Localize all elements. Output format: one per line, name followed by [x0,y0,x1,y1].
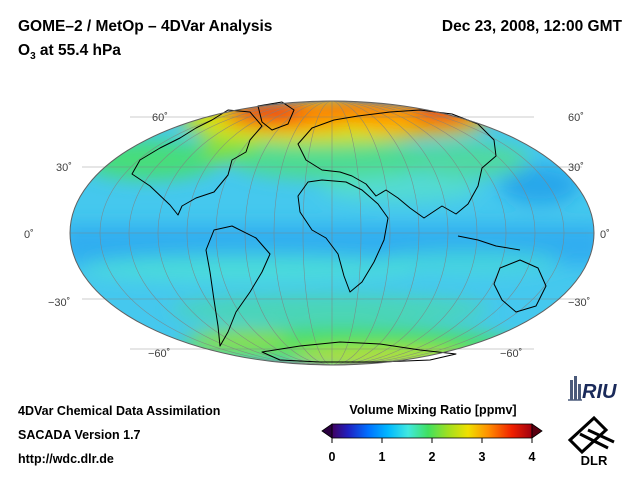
analysis-datetime: Dec 23, 2008, 12:00 GMT [441,18,622,35]
colorbar-tick-label: 0 [328,450,336,464]
coastline-europe-asia [297,109,497,219]
coastline-antarctica [261,341,457,363]
riu-logo-text: RIU [582,381,617,403]
footer-version-label: SACADA Version 1.7 [18,428,141,442]
colorbar-high-arrow [531,423,543,439]
lat-minus-60-label-right: −60˚ [500,348,522,360]
coastline-south-america [205,225,271,347]
lat-minus-30-label-left: −30˚ [48,297,70,309]
footer-url-link[interactable]: http://wdc.dlr.de [18,452,114,466]
map-title: GOME–2 / MetOp – 4DVar Analysis [18,18,273,35]
colorbar-tick-label: 1 [378,450,386,464]
lat-minus-60-label-left: −60˚ [148,348,170,360]
colorbar-tick-marks [331,438,533,443]
lat-60-label-left: 60˚ [152,112,168,124]
species-level-label: O3 at 55.4 hPa [18,42,121,62]
coastline-indonesia [457,235,521,251]
colorbar-title: Volume Mixing Ratio [ppmv] [349,403,517,417]
lat-minus-30-label-right: −30˚ [568,297,590,309]
lat-30-label-left: 30˚ [56,162,72,174]
coastline-australia [493,259,547,313]
dlr-logo-mark [567,415,615,455]
species-subscript: 3 [30,51,36,63]
lat-30-label-right: 30˚ [568,162,584,174]
ozone-field [70,101,594,365]
coastline-greenland [257,101,295,131]
lat-0-label-left: 0˚ [24,229,34,241]
species-name: O [18,42,31,59]
coastline-north-america [131,109,263,216]
colorbar-tick-label: 2 [428,450,436,464]
lat-0-label-right: 0˚ [600,229,610,241]
colorbar-ramp [331,423,533,439]
coastline-africa [297,179,389,293]
footer-assimilation-label: 4DVar Chemical Data Assimilation [18,404,221,418]
pressure-level: at 55.4 hPa [35,42,121,59]
colorbar-low-arrow [321,423,333,439]
colorbar [321,423,543,443]
colorbar-tick-label: 3 [478,450,486,464]
latitude-labels: 60˚ 60˚ 30˚ 30˚ 0˚ 0˚ −30˚ −30˚ −60˚ −60… [24,112,610,360]
dlr-logo: DLR [567,415,615,468]
lat-60-label-right: 60˚ [568,112,584,124]
globe-outline [69,100,595,366]
coastlines [131,101,547,363]
colorbar-tick-label: 4 [528,450,536,464]
dlr-logo-text: DLR [581,453,608,468]
riu-logo: RIU [568,376,617,403]
riu-logo-mark [570,376,581,400]
